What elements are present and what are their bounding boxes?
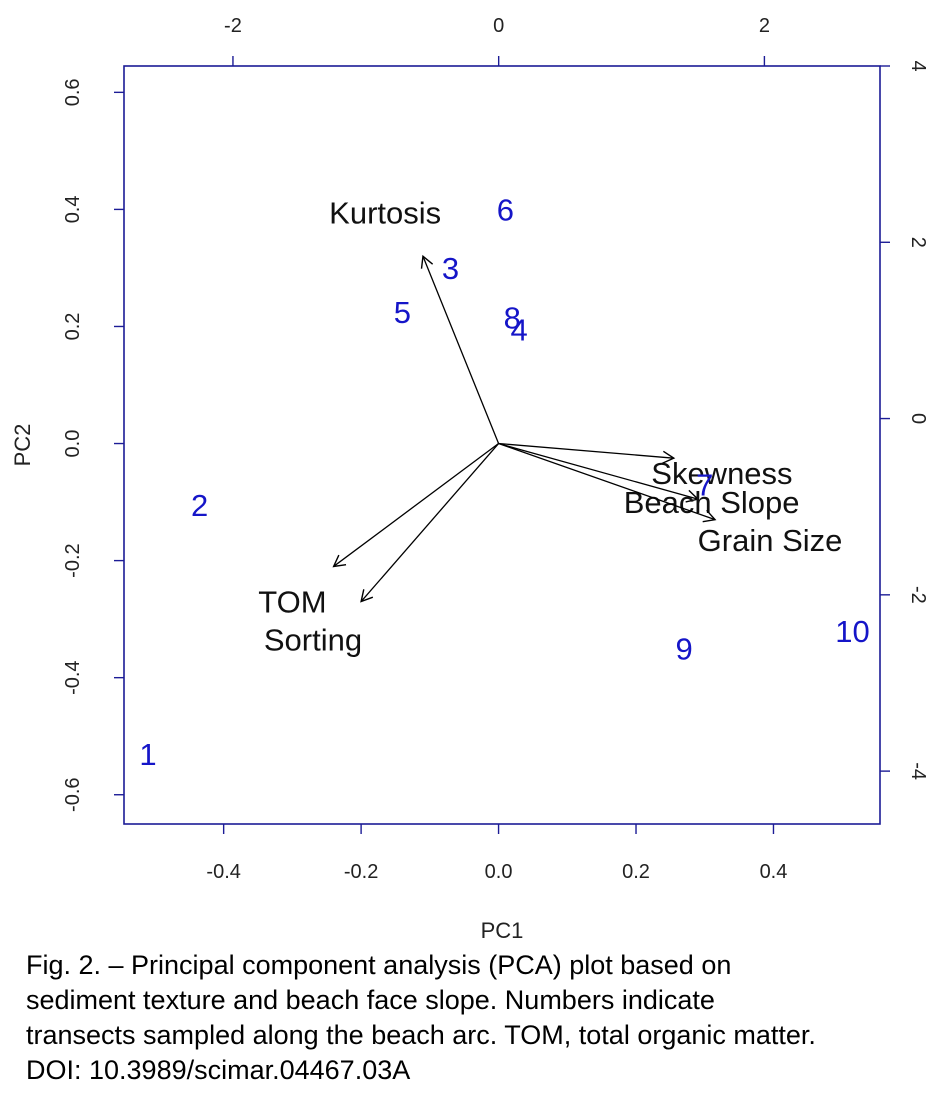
- y-tick-label: 0.2: [62, 313, 84, 341]
- point-label: 3: [442, 251, 459, 286]
- right-tick-label: 4: [907, 60, 929, 71]
- y-tick-label: -0.6: [62, 777, 84, 811]
- point-label: 9: [676, 631, 693, 666]
- loading-arrow: [332, 443, 499, 568]
- caption-line-1: Fig. 2. – Principal component analysis (…: [26, 950, 732, 980]
- loading-arrow: [360, 443, 500, 603]
- loading-label: Sorting: [264, 623, 362, 658]
- point-label: 10: [835, 614, 869, 649]
- point-label: 6: [497, 192, 514, 227]
- point-label: 7: [696, 468, 713, 503]
- loading-arrow: [498, 442, 676, 464]
- bottom-axis: -0.4 -0.2 0.0 0.2 0.4: [206, 824, 787, 883]
- y-tick-label: 0.4: [62, 195, 84, 223]
- left-axis: -0.6 -0.4 -0.2 0.0 0.2 0.4 0.6: [62, 78, 124, 812]
- y-tick-label: -0.2: [62, 543, 84, 577]
- pca-biplot: -0.4 -0.2 0.0 0.2 0.4 -0.6 -0.4 -0.2 0.0 0.2 0.4 0…: [10, 15, 929, 940]
- point-label: 2: [191, 488, 208, 523]
- top-tick-label: -2: [224, 15, 242, 37]
- loading-label: Skewness: [651, 456, 792, 491]
- point-label: 5: [394, 295, 411, 330]
- loading-label: TOM: [258, 585, 326, 620]
- x-tick-label: 0.2: [622, 861, 650, 883]
- loading-label: Grain Size: [698, 523, 843, 558]
- top-axis: -2 0 2: [224, 15, 770, 66]
- y-axis-label: PC2: [10, 424, 35, 467]
- point-label: 8: [504, 301, 521, 336]
- right-tick-label: -2: [907, 586, 929, 604]
- right-tick-label: 0: [907, 413, 929, 424]
- plot-frame: [123, 65, 881, 825]
- caption-line-3: transects sampled along the beach arc. T…: [26, 1020, 816, 1050]
- x-tick-label: -0.2: [344, 861, 378, 883]
- point-label: 4: [511, 312, 528, 347]
- x-tick-label: -0.4: [206, 861, 240, 883]
- right-tick-label: 2: [907, 237, 929, 248]
- sample-points: 1 2 3 4 5 6 7 8 9 10: [139, 192, 869, 771]
- point-label: 1: [139, 737, 156, 772]
- y-tick-label: -0.4: [62, 660, 84, 694]
- caption-line-4: DOI: 10.3989/scimar.04467.03A: [26, 1055, 411, 1085]
- loading-arrow: [498, 442, 717, 523]
- loading-arrow: [420, 254, 500, 444]
- x-tick-label: 0.0: [485, 861, 513, 883]
- top-tick-label: 0: [493, 15, 504, 37]
- x-axis-label: PC1: [481, 918, 524, 940]
- right-tick-label: -4: [907, 762, 929, 780]
- right-axis: -4 -2 0 2 4: [880, 60, 929, 780]
- y-tick-label: 0.6: [62, 78, 84, 106]
- caption-line-2: sediment texture and beach face slope. N…: [26, 985, 715, 1015]
- loading-label: Kurtosis: [329, 195, 441, 230]
- loading-arrow: [498, 442, 700, 503]
- x-tick-label: 0.4: [760, 861, 788, 883]
- y-tick-label: 0.0: [62, 430, 84, 458]
- top-tick-label: 2: [759, 15, 770, 37]
- figure-caption: Fig. 2. – Principal component analysis (…: [26, 948, 936, 1088]
